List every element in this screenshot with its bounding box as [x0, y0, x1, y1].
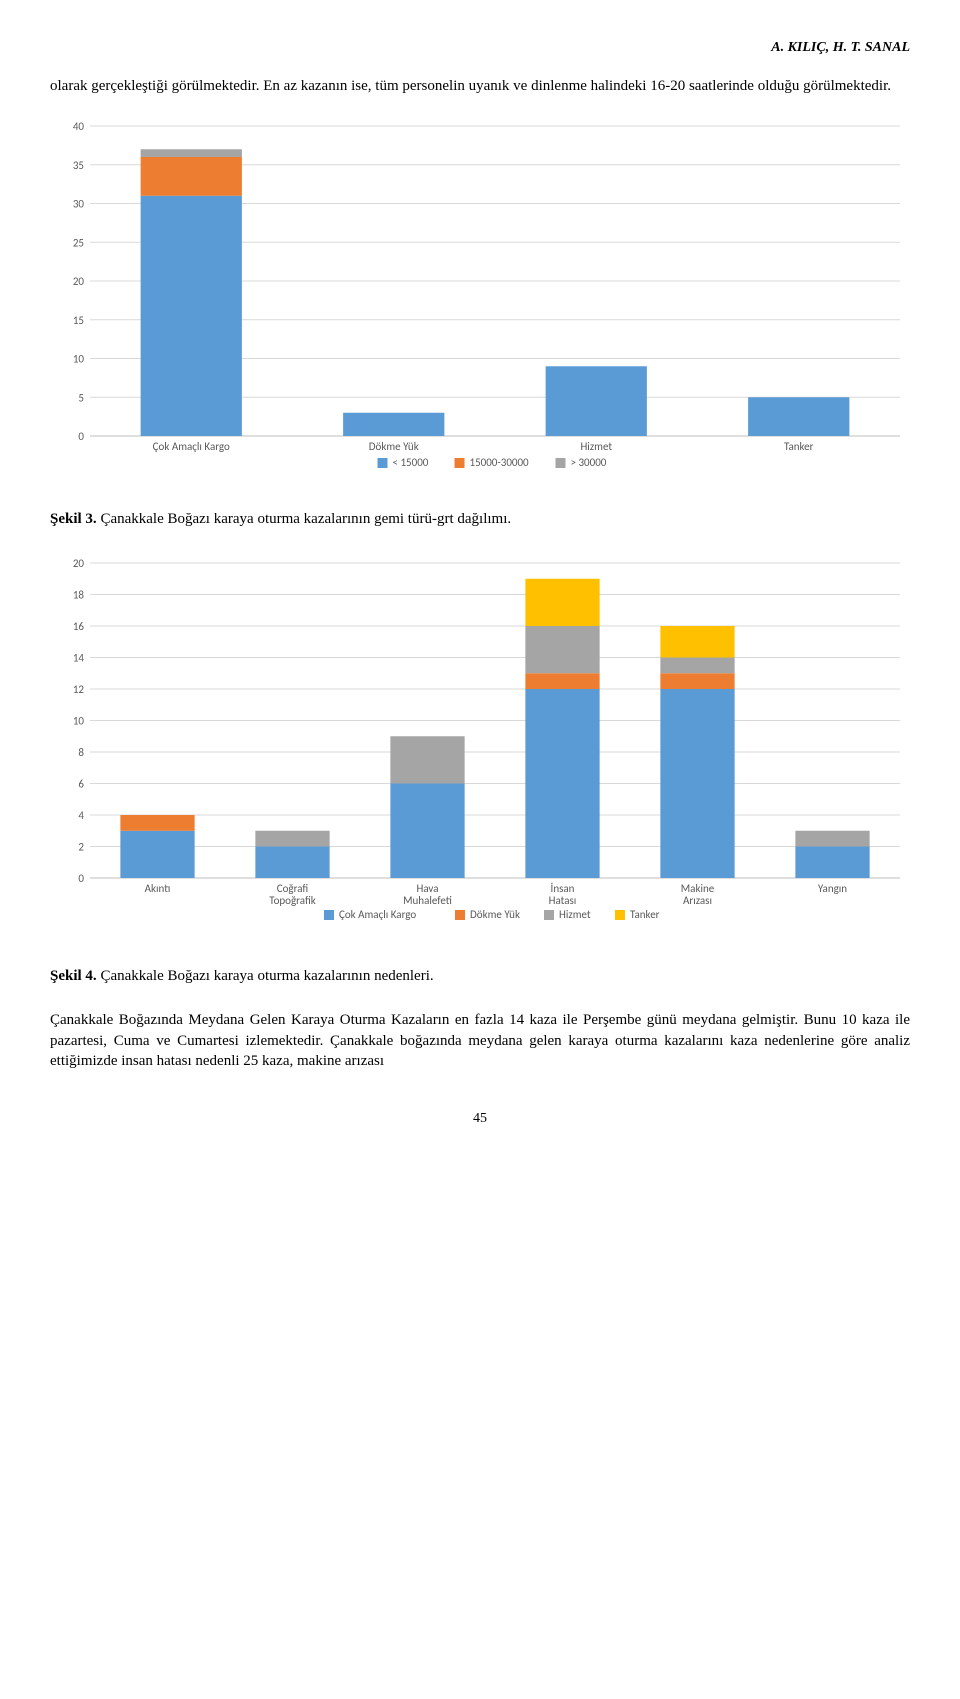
svg-text:< 15000: < 15000	[393, 456, 429, 469]
svg-text:Tanker: Tanker	[784, 440, 814, 453]
svg-text:Çok Amaçlı Kargo: Çok Amaçlı Kargo	[153, 440, 230, 453]
svg-text:> 30000: > 30000	[571, 456, 607, 469]
svg-text:Topoğrafik: Topoğrafik	[269, 894, 316, 907]
svg-text:35: 35	[73, 159, 84, 172]
svg-text:18: 18	[73, 589, 85, 602]
svg-text:Hizmet: Hizmet	[580, 440, 612, 453]
svg-text:20: 20	[73, 557, 85, 570]
caption-1-label: Şekil 3.	[50, 511, 97, 527]
paragraph-2: Çanakkale Boğazında Meydana Gelen Karaya…	[50, 1010, 910, 1071]
svg-text:Hizmet: Hizmet	[559, 908, 591, 921]
svg-text:Muhalefeti: Muhalefeti	[403, 894, 452, 907]
svg-text:Dökme Yük: Dökme Yük	[470, 908, 520, 921]
svg-text:15000-30000: 15000-30000	[470, 456, 530, 469]
header-authors: A. KILIÇ, H. T. SANAL	[50, 40, 910, 56]
paragraph-1: olarak gerçekleştiği görülmektedir. En a…	[50, 76, 910, 96]
caption-1-text: Çanakkale Boğazı karaya oturma kazaların…	[97, 511, 511, 527]
svg-text:6: 6	[78, 778, 84, 791]
svg-text:30: 30	[73, 198, 85, 211]
svg-text:5: 5	[78, 392, 84, 405]
svg-text:Akıntı: Akıntı	[145, 882, 171, 895]
svg-text:15: 15	[73, 314, 84, 327]
caption-2: Şekil 4. Çanakkale Boğazı karaya oturma …	[50, 968, 910, 985]
chart-2: 02468101214161820AkıntıCoğrafiTopoğrafik…	[50, 553, 910, 953]
svg-text:40: 40	[73, 120, 85, 133]
svg-text:14: 14	[73, 652, 85, 665]
caption-2-label: Şekil 4.	[50, 968, 97, 984]
svg-text:0: 0	[78, 872, 84, 885]
chart-1: 0 5 10 15 20 25 30 35 40 Çok Amaçlı Kargo Dökme Yü…	[50, 116, 910, 496]
caption-2-text: Çanakkale Boğazı karaya oturma kazaların…	[97, 968, 434, 984]
svg-text:16: 16	[73, 620, 85, 633]
svg-text:20: 20	[73, 275, 85, 288]
svg-text:Hatası: Hatası	[549, 894, 577, 907]
svg-text:8: 8	[78, 746, 84, 759]
svg-text:Tanker: Tanker	[630, 908, 660, 921]
svg-text:Çok Amaçlı Kargo: Çok Amaçlı Kargo	[339, 908, 416, 921]
svg-text:12: 12	[73, 683, 85, 696]
svg-text:4: 4	[78, 809, 84, 822]
svg-text:0: 0	[78, 430, 84, 443]
caption-1: Şekil 3. Çanakkale Boğazı karaya oturma …	[50, 511, 910, 528]
page-number: 45	[50, 1111, 910, 1127]
svg-text:2: 2	[78, 841, 84, 854]
svg-text:Yangın: Yangın	[818, 882, 847, 895]
svg-text:10: 10	[73, 353, 85, 366]
svg-text:10: 10	[73, 715, 85, 728]
svg-text:25: 25	[73, 237, 84, 250]
svg-text:Arızası: Arızası	[683, 894, 712, 907]
svg-text:Dökme Yük: Dökme Yük	[369, 440, 419, 453]
